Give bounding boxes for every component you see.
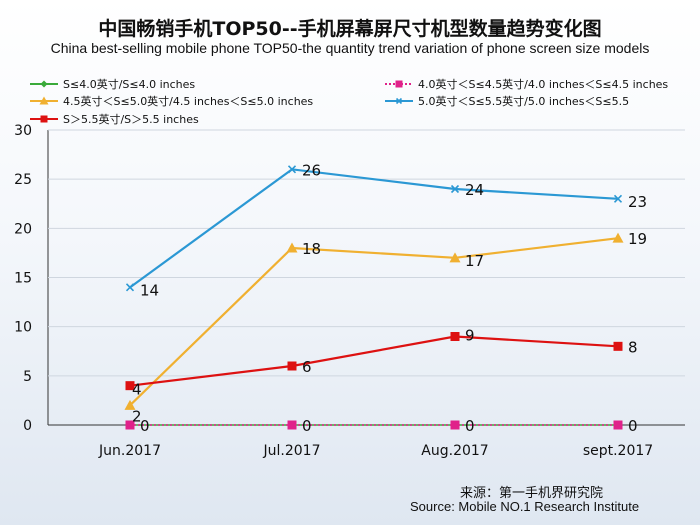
legend-marker <box>40 80 48 88</box>
y-tick-label: 10 <box>14 320 32 336</box>
data-label: 19 <box>628 230 647 248</box>
data-point <box>124 399 136 410</box>
data-point <box>287 361 297 371</box>
series-line <box>129 168 619 289</box>
data-point <box>612 232 624 243</box>
data-label: 26 <box>302 161 321 179</box>
data-point <box>613 341 623 351</box>
x-tick-label: Jul.2017 <box>263 443 321 459</box>
y-tick-label: 15 <box>14 271 32 287</box>
data-point <box>613 420 623 430</box>
data-label: 23 <box>628 193 647 211</box>
data-label: 8 <box>628 338 638 356</box>
data-point <box>450 420 460 430</box>
data-point <box>613 194 623 203</box>
chart-subtitle: China best-selling mobile phone TOP50-th… <box>50 40 650 56</box>
source-cn: 来源：第一手机界研究院 <box>460 486 604 501</box>
y-tick-label: 30 <box>14 123 32 139</box>
data-label: 6 <box>302 358 312 376</box>
x-tick-label: sept.2017 <box>583 443 653 459</box>
legend-label: S＞5.5英寸/S＞5.5 inches <box>63 112 199 126</box>
data-point <box>125 283 135 292</box>
data-point <box>287 420 297 430</box>
data-point <box>450 184 460 194</box>
data-label: 0 <box>140 417 150 435</box>
data-label: 0 <box>302 417 312 435</box>
data-point <box>125 420 135 430</box>
y-tick-label: 25 <box>14 172 32 188</box>
legend-label: S≤4.0英寸/S≤4.0 inches <box>63 77 195 91</box>
data-label: 9 <box>465 327 475 345</box>
data-point <box>286 242 298 253</box>
y-tick-label: 5 <box>23 369 32 385</box>
data-point <box>450 332 460 341</box>
data-label: 17 <box>465 252 484 270</box>
series-line <box>129 335 619 387</box>
series-line <box>129 237 619 407</box>
legend-marker <box>395 80 403 88</box>
data-point <box>125 381 135 391</box>
legend-marker <box>39 96 49 105</box>
chart-title: 中国畅销手机TOP50--手机屏幕屏尺寸机型数量趋势变化图 <box>98 18 602 40</box>
legend-marker <box>395 97 403 105</box>
data-label: 24 <box>465 181 484 199</box>
data-point <box>449 252 461 263</box>
data-label: 4 <box>132 381 142 399</box>
data-label: 2 <box>132 407 142 425</box>
legend-marker <box>40 115 48 123</box>
y-tick-label: 0 <box>23 418 32 434</box>
data-point <box>287 165 297 174</box>
data-label: 0 <box>465 417 475 435</box>
data-label: 14 <box>140 281 159 299</box>
x-tick-label: Aug.2017 <box>421 443 488 459</box>
data-label: 0 <box>628 417 638 435</box>
x-tick-label: Jun.2017 <box>98 443 161 459</box>
legend-label: 5.0英寸＜S≤5.5英寸/5.0 inches＜S≤5.5 <box>418 94 629 108</box>
legend-label: 4.5英寸＜S≤5.0英寸/4.5 inches＜S≤5.0 inches <box>63 94 313 108</box>
data-label: 18 <box>302 240 321 258</box>
legend-label: 4.0英寸＜S≤4.5英寸/4.0 inches＜S≤4.5 inches <box>418 77 668 91</box>
source-en: Source: Mobile NO.1 Research Institute <box>410 499 640 514</box>
y-tick-label: 20 <box>14 221 32 237</box>
